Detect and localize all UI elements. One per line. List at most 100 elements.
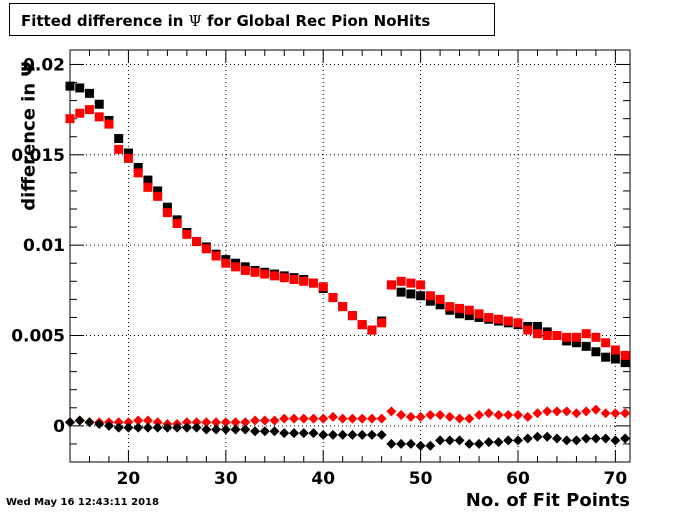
data-point-s3 bbox=[327, 429, 338, 440]
y-axis-label: difference in Ψ bbox=[18, 61, 40, 211]
data-point-s1 bbox=[386, 280, 396, 290]
data-point-s0 bbox=[75, 83, 85, 93]
data-point-s2 bbox=[347, 413, 358, 424]
data-point-s3 bbox=[191, 422, 202, 433]
data-point-s1 bbox=[201, 244, 211, 254]
y-tick-label: 0.015 bbox=[11, 146, 65, 166]
y-tick-label: 0.02 bbox=[23, 55, 65, 75]
data-point-s0 bbox=[601, 352, 611, 362]
data-point-s3 bbox=[211, 424, 222, 435]
data-point-s2 bbox=[289, 413, 299, 424]
data-point-s2 bbox=[620, 408, 631, 419]
data-point-s2 bbox=[561, 406, 572, 417]
data-point-s3 bbox=[347, 429, 358, 440]
data-point-s2 bbox=[152, 417, 163, 428]
data-point-s1 bbox=[318, 282, 328, 292]
data-point-s1 bbox=[474, 309, 484, 319]
data-point-s3 bbox=[259, 426, 270, 437]
data-point-s2 bbox=[133, 415, 144, 426]
data-point-s3 bbox=[464, 438, 475, 449]
data-point-s2 bbox=[337, 413, 348, 424]
data-point-s3 bbox=[581, 433, 592, 444]
data-point-s0 bbox=[143, 175, 153, 185]
data-point-s0 bbox=[396, 287, 406, 297]
data-point-s2 bbox=[522, 411, 533, 422]
data-point-s1 bbox=[162, 208, 172, 218]
data-point-s1 bbox=[240, 265, 250, 275]
data-point-s2 bbox=[181, 417, 192, 428]
data-point-s1 bbox=[406, 278, 416, 288]
data-point-s2 bbox=[298, 413, 309, 424]
data-point-s1 bbox=[620, 350, 630, 360]
data-point-s3 bbox=[493, 437, 504, 448]
data-point-s1 bbox=[542, 331, 552, 341]
data-point-s2 bbox=[474, 410, 485, 421]
data-point-s2 bbox=[366, 413, 377, 424]
data-point-s0 bbox=[620, 358, 630, 368]
data-point-s3 bbox=[532, 431, 543, 442]
data-point-s2 bbox=[513, 410, 523, 421]
data-point-s1 bbox=[250, 267, 260, 277]
data-point-s3 bbox=[503, 435, 514, 446]
data-point-s2 bbox=[318, 413, 329, 424]
data-point-s1 bbox=[279, 273, 289, 283]
data-point-s3 bbox=[337, 429, 348, 440]
data-point-s1 bbox=[445, 302, 455, 312]
data-point-s1 bbox=[494, 314, 504, 324]
data-point-s3 bbox=[103, 420, 114, 431]
data-point-s2 bbox=[376, 413, 387, 424]
data-point-s2 bbox=[191, 417, 202, 428]
data-point-s2 bbox=[600, 408, 611, 419]
data-point-s0 bbox=[84, 88, 94, 98]
data-point-s0 bbox=[610, 354, 620, 364]
data-point-s2 bbox=[532, 408, 543, 419]
data-point-s3 bbox=[269, 426, 280, 437]
data-point-s1 bbox=[610, 345, 620, 355]
data-point-s1 bbox=[503, 316, 513, 326]
data-point-s3 bbox=[415, 440, 426, 451]
data-point-s3 bbox=[94, 419, 105, 430]
data-point-s1 bbox=[571, 332, 581, 342]
data-point-s1 bbox=[464, 305, 474, 315]
data-point-s1 bbox=[396, 276, 406, 286]
data-point-s1 bbox=[562, 332, 572, 342]
data-point-s1 bbox=[523, 325, 533, 335]
data-point-s3 bbox=[123, 422, 134, 433]
x-tick-label: 50 bbox=[409, 469, 433, 489]
data-point-s3 bbox=[444, 435, 455, 446]
data-point-s2 bbox=[201, 417, 212, 428]
data-point-s2 bbox=[211, 417, 222, 428]
data-point-s3 bbox=[181, 422, 192, 433]
data-point-s2 bbox=[454, 413, 465, 424]
data-point-s1 bbox=[231, 262, 241, 272]
data-point-s0 bbox=[416, 291, 426, 301]
data-point-s1 bbox=[211, 251, 221, 261]
data-point-s1 bbox=[84, 105, 94, 115]
data-point-s3 bbox=[250, 426, 261, 437]
data-point-s3 bbox=[366, 429, 377, 440]
data-point-s3 bbox=[542, 431, 553, 442]
data-point-s2 bbox=[405, 411, 416, 422]
x-tick-label: 70 bbox=[604, 469, 628, 489]
data-point-s2 bbox=[571, 408, 582, 419]
data-point-s1 bbox=[552, 331, 562, 341]
data-point-s3 bbox=[561, 435, 572, 446]
data-point-s3 bbox=[425, 440, 436, 451]
data-point-s3 bbox=[357, 429, 368, 440]
data-point-s0 bbox=[591, 347, 601, 357]
data-point-s0 bbox=[581, 341, 591, 351]
data-point-s1 bbox=[94, 112, 104, 122]
data-point-s2 bbox=[308, 413, 319, 424]
data-point-s1 bbox=[192, 237, 202, 247]
data-point-s1 bbox=[455, 303, 465, 313]
data-point-s1 bbox=[377, 318, 387, 328]
data-point-s3 bbox=[162, 422, 173, 433]
data-point-s1 bbox=[484, 312, 494, 322]
data-point-s2 bbox=[590, 404, 601, 415]
data-point-s3 bbox=[289, 428, 299, 439]
data-point-s0 bbox=[65, 81, 75, 91]
data-point-s1 bbox=[357, 320, 367, 330]
data-point-s3 bbox=[396, 438, 407, 449]
data-point-s2 bbox=[230, 417, 241, 428]
data-point-s3 bbox=[551, 433, 562, 444]
